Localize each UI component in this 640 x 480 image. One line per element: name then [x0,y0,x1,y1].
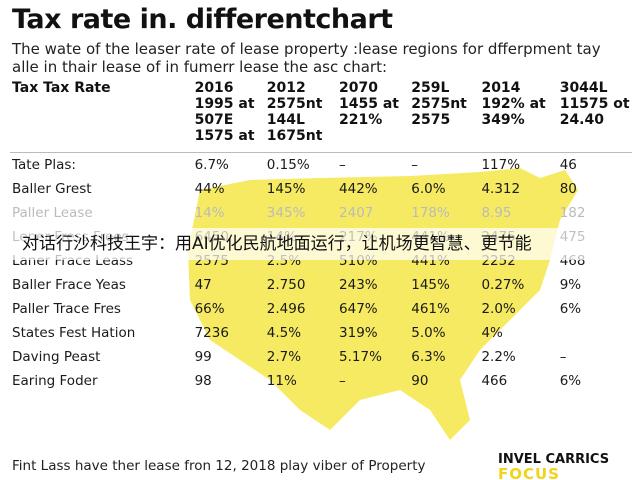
overlay-caption-banner: 对话行沙科技王宇：用AI优化民航地面运行，让机场更智慧、更节能 [0,228,640,260]
brand-logo: INVEL CARRICS FOCUS [498,453,638,480]
header-label: Tax Tax Rate [12,80,111,96]
table-cell: 4.312 [481,181,521,197]
footer-note: Fint Lass have ther lease fron 12, 2018 … [12,458,426,474]
table-cell: 7236 [194,325,229,341]
header-cell: 507E 1575 at [192,112,265,153]
table-cell: – [339,373,346,389]
header-cell: 259L 2575nt [411,80,467,112]
table-cell: 442% [339,181,378,197]
header-cell: 2070 1455 at [339,80,399,112]
row-label: States Fest Hation [12,325,136,341]
table-cell: 46 [559,157,577,173]
row-label: Daving Peast [12,349,101,365]
table-cell: 647% [339,301,378,317]
table-cell: – [339,157,346,173]
table-cell: 6% [559,301,582,317]
table-cell: 117% [481,157,521,173]
header-cell: 221% [337,112,410,153]
header-cell: 2016 1995 at [194,80,255,112]
table-cell: 178% [411,205,450,221]
table-cell: 44% [194,181,225,197]
table-cell: 2.496 [266,301,306,317]
tax-table: Tax Tax Rate 2016 1995 at 2012 2575nt 2070… [10,80,632,393]
row-label: Tate Plas: [12,157,76,173]
table-cell [558,321,632,345]
table-cell: 98 [194,373,212,389]
table-cell: 2.750 [266,277,306,293]
table-cell: 11% [266,373,297,389]
brand-line-2: FOCUS [498,465,560,480]
table-cell: – [411,157,418,173]
table-cell: 461% [411,301,450,317]
header-row-2: 507E 1575 at 144L 1675nt 221% 2575 349% 24… [10,112,632,153]
header-cell: 24.40 [557,112,632,153]
table-cell: 6% [559,373,582,389]
table-cell: 0.27% [481,277,525,293]
table-cell: 14% [194,205,225,221]
table-cell: 2.0% [481,301,516,317]
brand-line-1: INVEL CARRICS [498,452,610,467]
table-cell: 2407 [339,205,374,221]
table-cell: 466 [481,373,508,389]
table-cell: 80 [559,181,577,197]
table-row: Baller Frace Yeas 47 2.750 243% 145% 0.27% 9% [10,273,632,297]
header-row-1: Tax Tax Rate 2016 1995 at 2012 2575nt 2070… [10,80,632,112]
table-row: Daving Peast 99 2.7% 5.17% 6.3% 2.2% – [10,345,632,369]
table-cell: 66% [194,301,225,317]
table-cell: 345% [266,205,306,221]
table-row: Paller Lease 14% 345% 2407 178% 8.95 182 [10,201,632,225]
table-cell: 145% [266,181,306,197]
row-label: Earing Foder [12,373,98,389]
table-cell: 5.17% [339,349,382,365]
table-cell: 5.0% [411,325,446,341]
table-row: Baller Grest 44% 145% 442% 6.0% 4.312 80 [10,177,632,201]
table-cell: 2.7% [266,349,302,365]
table-cell: 90 [411,373,429,389]
table-cell: 0.15% [266,157,310,173]
table-body: Tate Plas: 6.7% 0.15% – – 117% 46 Baller Grest 4… [10,153,632,394]
row-label: Paller Lease [12,205,93,221]
header-cell: 3044L 11575 ot [559,80,630,112]
table-row: Paller Trace Fres 66% 2.496 647% 461% 2.0% 6% [10,297,632,321]
header-cell: 349% [479,112,558,153]
table-cell: 6.0% [411,181,446,197]
page-title: Tax rate in. differentchart [12,4,393,35]
header-cell: 2014 192% at [481,80,546,112]
header-cell: 2012 2575nt [266,80,323,112]
row-label: Paller Trace Fres [12,301,121,317]
row-label: Baller Frace Yeas [12,277,126,293]
table-cell: 6.3% [411,349,446,365]
table-cell: 319% [339,325,378,341]
table-cell: – [559,349,567,365]
table-cell: 243% [339,277,378,293]
table-cell: 8.95 [481,205,512,221]
table-cell: 2.2% [481,349,516,365]
table-row: States Fest Hation 7236 4.5% 319% 5.0% 4% [10,321,632,345]
table-cell: 99 [194,349,212,365]
table-cell: 182 [559,205,586,221]
header-spacer [10,112,193,153]
table-cell: 4.5% [266,325,302,341]
table-cell: 145% [411,277,450,293]
header-cell: 2575 [409,112,480,153]
header-cell: 144L 1675nt [264,112,338,153]
row-label: Baller Grest [12,181,92,197]
table-cell: 4% [481,325,503,341]
table-cell: 6.7% [194,157,229,173]
subtitle: The wate of the leaser rate of lease pro… [12,40,601,76]
table-row: Tate Plas: 6.7% 0.15% – – 117% 46 [10,153,632,178]
table-row: Earing Foder 98 11% – 90 466 6% [10,369,632,393]
table-cell: 9% [559,277,582,293]
table-cell: 47 [194,277,212,293]
